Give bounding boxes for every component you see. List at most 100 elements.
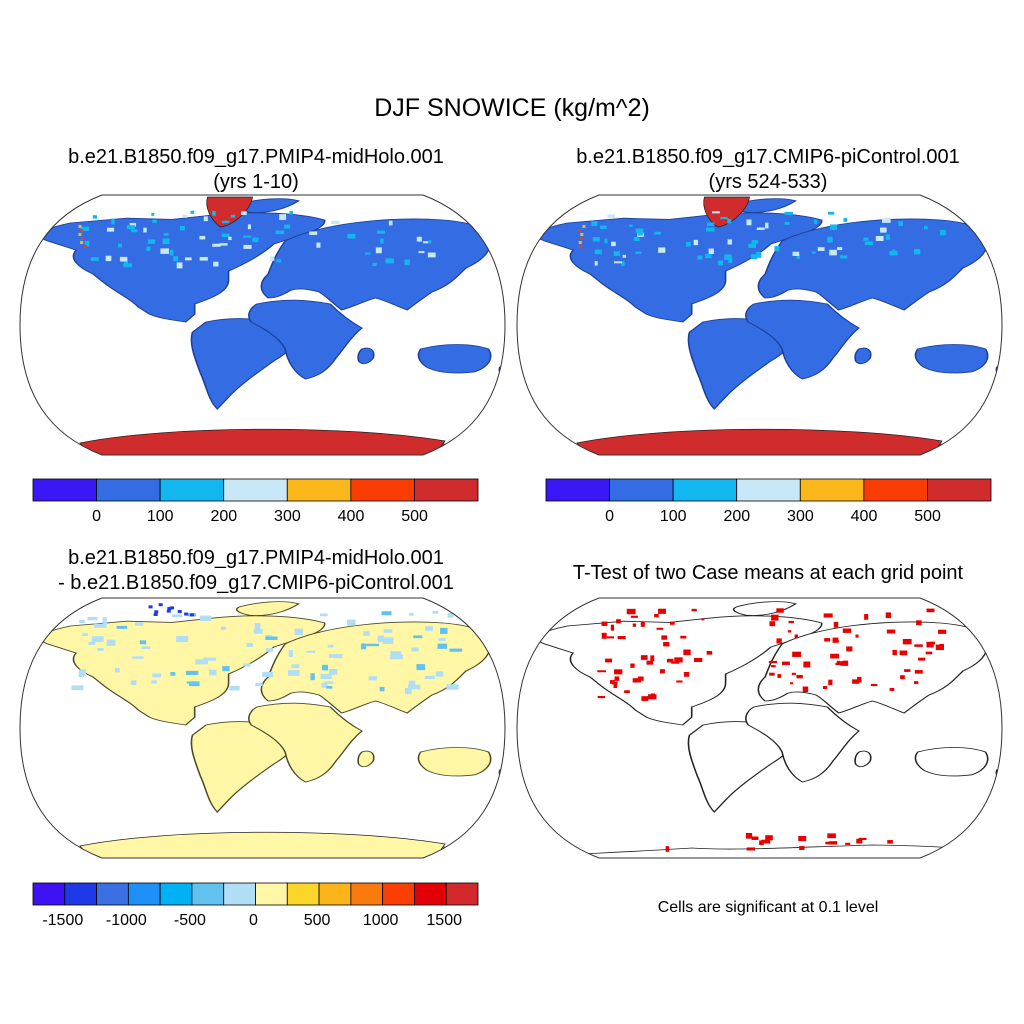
panel-4-title: T-Test of two Case means at each grid po… (572, 562, 964, 584)
significant-cell (770, 665, 776, 668)
panel-3-colorbar-box (159, 882, 193, 906)
snow-cell (685, 241, 691, 247)
snow-cell (604, 238, 608, 244)
snow-cell (190, 210, 195, 214)
snow-cell (203, 216, 208, 222)
snow-cell (118, 243, 122, 248)
diff-cell (170, 672, 176, 676)
panel-2-colorbar-box (927, 478, 992, 502)
diff-cell (438, 637, 446, 641)
snow-cell (279, 214, 287, 220)
panel-2-colorbar-box (609, 478, 674, 502)
significant-cell (597, 695, 606, 699)
significant-cell (887, 840, 893, 844)
snow-cell (228, 236, 232, 241)
diff-cell-strong (167, 606, 172, 610)
snow-cell (152, 219, 158, 223)
significant-cell (671, 661, 680, 664)
panel-3-colorbar-box (32, 882, 66, 906)
significant-cell (751, 836, 759, 840)
diff-cell (221, 626, 226, 630)
panel-2-colorbar-box (672, 478, 738, 502)
snow-cell (811, 251, 816, 254)
diff-cell (328, 654, 341, 658)
panel-3-colorbar-tick-label: 1000 (363, 912, 399, 929)
significant-cell (776, 608, 784, 613)
significant-cell (683, 671, 690, 677)
diff-cell (151, 680, 158, 684)
panel-3-colorbar-box (445, 882, 479, 906)
snow-cell (784, 221, 790, 225)
snow-cell (123, 263, 133, 268)
snow-cell (230, 214, 236, 218)
diff-cell (114, 667, 120, 673)
significant-cell (858, 837, 867, 841)
significant-cell (666, 658, 674, 663)
map-border (19, 194, 506, 456)
significant-cell (659, 669, 665, 674)
snow-cell (151, 212, 155, 216)
significant-cell (776, 638, 782, 644)
diff-cell (446, 684, 459, 690)
diff-cell-strong (177, 610, 182, 614)
significant-cell (650, 655, 655, 662)
snow-cell-high (582, 225, 586, 228)
diff-cell (262, 671, 274, 678)
significant-cell (913, 681, 919, 684)
diff-cell (176, 636, 189, 643)
snow-cell (84, 240, 90, 247)
snow-cell (817, 247, 825, 251)
snow-cell-high (580, 237, 584, 240)
snow-cell (427, 252, 436, 258)
panel-3-colorbar: -1500 -1000 -500 0 500 1000 1500 (32, 882, 479, 929)
significant-cell (787, 630, 792, 633)
snow-cell (252, 237, 259, 243)
snow-cell (169, 249, 174, 256)
snow-cell (289, 210, 293, 215)
snow-cell-high (78, 225, 82, 228)
snow-cell (705, 227, 715, 232)
snow-cell (130, 229, 138, 233)
significant-cell (916, 620, 922, 626)
snow-cell (718, 260, 724, 266)
significant-cell (829, 841, 838, 845)
diff-cell (203, 657, 217, 661)
diff-cell (152, 673, 162, 678)
significant-cell (665, 846, 670, 852)
significant-cell (799, 846, 805, 850)
significant-cell (613, 684, 618, 689)
panel-1-colorbar-box (96, 478, 161, 502)
snow-cell (881, 218, 886, 223)
significant-cell (823, 686, 828, 690)
snow-cell (654, 231, 661, 235)
significant-cell (798, 835, 807, 842)
diff-cell (209, 669, 217, 676)
panel-3-colorbar-box (382, 882, 415, 906)
diff-cell (416, 664, 426, 671)
diff-cell (291, 664, 300, 669)
panel-2-colorbar: 0 100 200 300 400 500 (545, 478, 992, 525)
panel-2-title-line2: (yrs 524-533) (708, 171, 828, 193)
significant-cell (605, 658, 613, 663)
panel-2-colorbar-tick-label: 0 (605, 508, 614, 525)
significant-cell (680, 635, 687, 639)
panel-3-title-line1: b.e21.B1850.f09_g17.PMIP4-midHolo.001 (68, 547, 444, 569)
snow-cell (372, 262, 377, 267)
snow-cell (863, 237, 869, 241)
diff-cell (185, 670, 199, 675)
snow-cell (375, 247, 382, 254)
panel-1-colorbar-tick-label: 200 (210, 508, 237, 525)
significant-cell (892, 649, 897, 656)
significant-cell (824, 638, 831, 642)
snow-cell (629, 224, 633, 227)
snow-cell (827, 211, 835, 215)
snow-cell (622, 254, 627, 258)
snow-cell (385, 258, 394, 264)
snow-cell (939, 230, 946, 236)
diff-cell (116, 625, 128, 629)
panel-2-colorbar-tick-label: 100 (660, 508, 687, 525)
snow-cell (160, 248, 169, 254)
snow-cell (105, 255, 112, 262)
diff-cell (435, 671, 444, 677)
significant-cell (646, 660, 654, 665)
